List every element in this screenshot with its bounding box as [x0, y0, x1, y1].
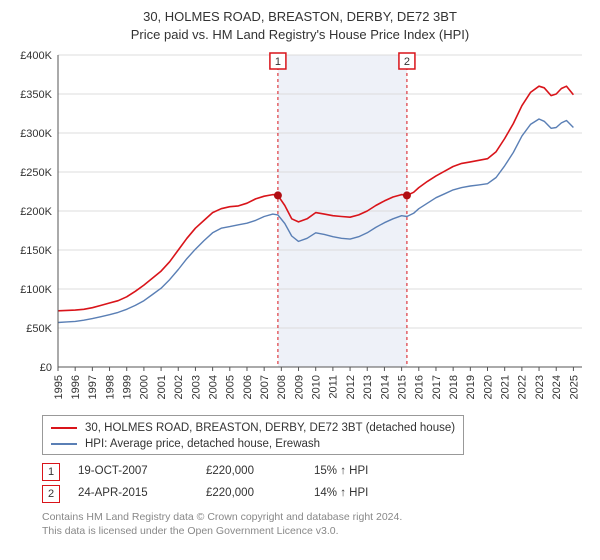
x-tick-label: 2010 — [311, 375, 323, 399]
y-tick-label: £200K — [20, 206, 52, 218]
x-tick-label: 2001 — [156, 375, 168, 399]
footer-line-2: This data is licensed under the Open Gov… — [42, 525, 588, 539]
x-tick-label: 2012 — [345, 375, 357, 399]
event-marker-dot — [403, 191, 411, 199]
y-tick-label: £300K — [20, 128, 52, 140]
x-tick-label: 2023 — [534, 375, 546, 399]
title-address: 30, HOLMES ROAD, BREASTON, DERBY, DE72 3… — [12, 8, 588, 26]
legend-label: HPI: Average price, detached house, Erew… — [85, 436, 320, 452]
event-price: £220,000 — [206, 461, 296, 483]
title-subtitle: Price paid vs. HM Land Registry's House … — [12, 26, 588, 44]
title-block: 30, HOLMES ROAD, BREASTON, DERBY, DE72 3… — [12, 8, 588, 43]
chart-svg: £0 £50K £100K £150K £200K £250K £300K £350K £400… — [12, 49, 588, 409]
y-tick-label: £150K — [20, 245, 52, 257]
x-tick-label: 1996 — [70, 375, 82, 399]
y-tick-label: £100K — [20, 284, 52, 296]
event-num-box: 1 — [42, 463, 60, 481]
x-tick-label: 2004 — [207, 375, 219, 399]
x-tick-label: 2017 — [431, 375, 443, 399]
event-date: 24-APR-2015 — [78, 483, 188, 505]
x-tick-label: 1995 — [53, 375, 65, 399]
x-tick-label: 2003 — [190, 375, 202, 399]
legend-swatch — [51, 427, 77, 429]
event-num-box: 2 — [42, 485, 60, 503]
event-row: 1 19-OCT-2007 £220,000 15% ↑ HPI — [42, 461, 588, 483]
footer-line-1: Contains HM Land Registry data © Crown c… — [42, 511, 588, 525]
x-tick-label: 2016 — [414, 375, 426, 399]
y-tick-label: £0 — [40, 362, 52, 374]
x-tick-label: 2025 — [568, 375, 580, 399]
x-tick-label: 2019 — [465, 375, 477, 399]
x-tick-label: 2009 — [293, 375, 305, 399]
y-tick-label: £400K — [20, 50, 52, 62]
x-tick-label: 2020 — [482, 375, 494, 399]
x-tick-label: 1999 — [122, 375, 134, 399]
x-tick-label: 2005 — [225, 375, 237, 399]
x-tick-label: 2007 — [259, 375, 271, 399]
x-tick-label: 2015 — [396, 375, 408, 399]
legend-row: HPI: Average price, detached house, Erew… — [51, 436, 455, 452]
x-tick-label: 2018 — [448, 375, 460, 399]
event-row: 2 24-APR-2015 £220,000 14% ↑ HPI — [42, 483, 588, 505]
event-hpi-diff: 14% ↑ HPI — [314, 483, 424, 505]
y-tick-label: £350K — [20, 89, 52, 101]
x-tick-label: 2006 — [242, 375, 254, 399]
x-tick-label: 1998 — [104, 375, 116, 399]
event-hpi-diff: 15% ↑ HPI — [314, 461, 424, 483]
x-tick-label: 2021 — [500, 375, 512, 399]
event-marker-num: 1 — [275, 56, 281, 68]
x-tick-label: 2000 — [139, 375, 151, 399]
legend: 30, HOLMES ROAD, BREASTON, DERBY, DE72 3… — [42, 415, 464, 455]
chart-area: £0 £50K £100K £150K £200K £250K £300K £350K £400… — [12, 49, 588, 409]
events-table: 1 19-OCT-2007 £220,000 15% ↑ HPI 2 24-APR-201… — [42, 461, 588, 505]
x-tick-label: 2002 — [173, 375, 185, 399]
x-tick-label: 1997 — [87, 375, 99, 399]
legend-label: 30, HOLMES ROAD, BREASTON, DERBY, DE72 3… — [85, 420, 455, 436]
chart-container: 30, HOLMES ROAD, BREASTON, DERBY, DE72 3… — [0, 0, 600, 542]
x-tick-label: 2008 — [276, 375, 288, 399]
x-tick-label: 2022 — [517, 375, 529, 399]
event-marker-dot — [274, 191, 282, 199]
legend-row: 30, HOLMES ROAD, BREASTON, DERBY, DE72 3… — [51, 420, 455, 436]
x-tick-label: 2024 — [551, 375, 563, 399]
event-marker-num: 2 — [404, 56, 410, 68]
legend-swatch — [51, 443, 77, 445]
footer: Contains HM Land Registry data © Crown c… — [42, 511, 588, 538]
y-tick-label: £50K — [26, 323, 52, 335]
x-tick-label: 2013 — [362, 375, 374, 399]
y-tick-label: £250K — [20, 167, 52, 179]
event-price: £220,000 — [206, 483, 296, 505]
x-tick-label: 2011 — [328, 375, 340, 399]
event-date: 19-OCT-2007 — [78, 461, 188, 483]
x-tick-label: 2014 — [379, 375, 391, 399]
